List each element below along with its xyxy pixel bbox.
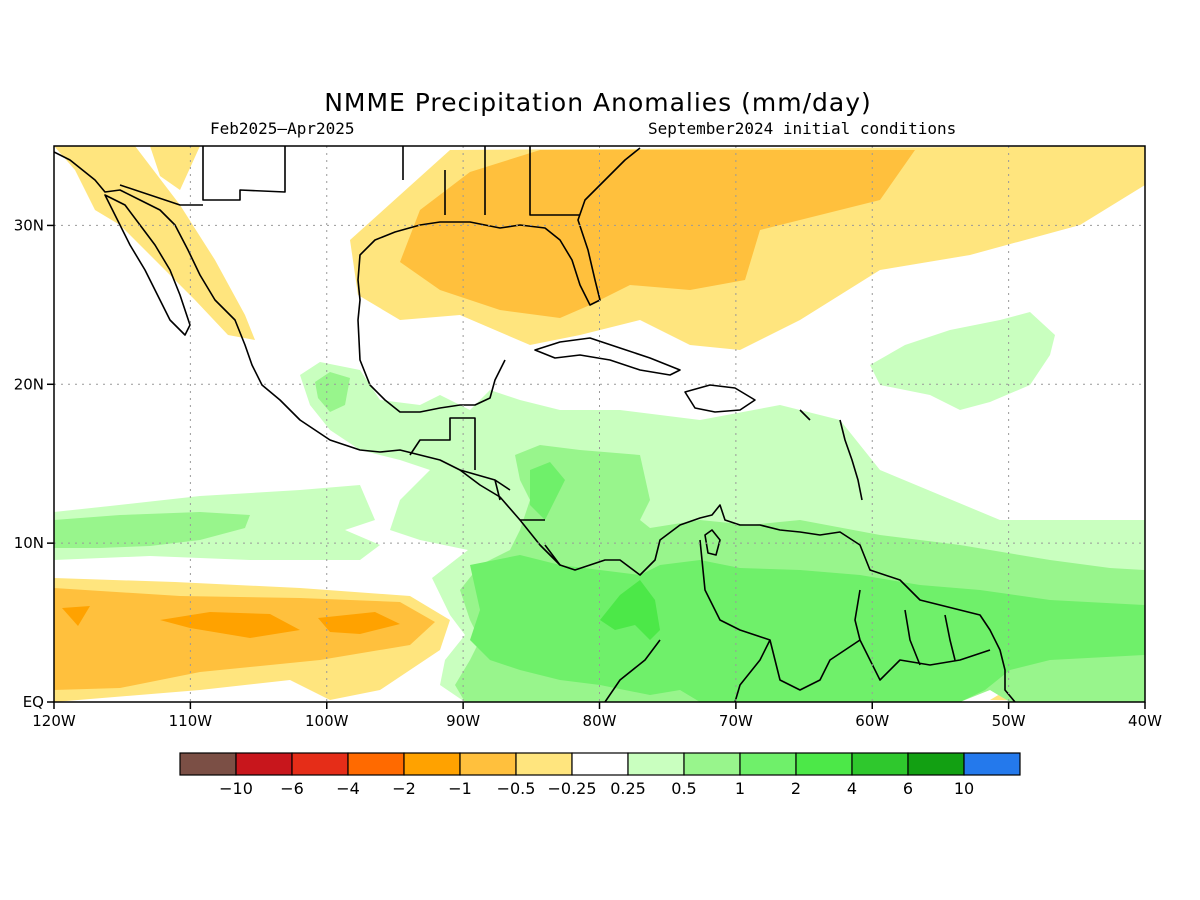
colorbar-swatch bbox=[459, 752, 517, 776]
colorbar-swatch bbox=[795, 752, 853, 776]
colorbar-swatch bbox=[851, 752, 909, 776]
x-tick-label: 110W bbox=[169, 712, 213, 730]
y-tick-label: 20N bbox=[14, 375, 44, 393]
colorbar-label: −2 bbox=[392, 779, 416, 798]
x-tick-label: 40W bbox=[1128, 712, 1162, 730]
colorbar-swatch bbox=[907, 752, 965, 776]
x-tick-label: 90W bbox=[446, 712, 480, 730]
dry-mid-region-eastern-pacific bbox=[54, 588, 435, 690]
colorbar-swatch bbox=[235, 752, 293, 776]
lat-lon-gridlines bbox=[54, 146, 1145, 702]
colorbar-label: −1 bbox=[448, 779, 472, 798]
colorbar-label: −0.5 bbox=[497, 779, 536, 798]
x-tick-label: 100W bbox=[305, 712, 349, 730]
us-state-borders bbox=[119, 146, 580, 216]
initial-conditions: September2024 initial conditions bbox=[648, 119, 956, 138]
dry-strong-region-eastern-pacific bbox=[62, 606, 400, 638]
wet-max-region-colombia bbox=[600, 580, 660, 640]
wet-mid-region-pacific-band bbox=[54, 512, 250, 548]
y-tick-label: EQ bbox=[23, 693, 44, 711]
wet-anomaly-regions bbox=[54, 312, 1145, 702]
colorbar-label: 6 bbox=[903, 779, 913, 798]
colorbar-swatch bbox=[347, 752, 405, 776]
lesser-antilles bbox=[799, 409, 863, 501]
colorbar-label: −0.25 bbox=[547, 779, 596, 798]
y-tick-label: 30N bbox=[14, 216, 44, 234]
y-tick-label: 10N bbox=[14, 534, 44, 552]
colorbar-label: −10 bbox=[219, 779, 253, 798]
dry-mid-region-gulf-atlantic bbox=[400, 150, 915, 318]
dry-light-region-baja-north bbox=[150, 146, 200, 190]
x-tick-label: 60W bbox=[855, 712, 889, 730]
colorbar-label: −6 bbox=[280, 779, 304, 798]
colorbar-swatch bbox=[963, 752, 1021, 776]
north-america-coastline bbox=[54, 151, 1016, 702]
lake-maracaibo bbox=[704, 529, 721, 556]
x-tick-label: 120W bbox=[32, 712, 76, 730]
wet-strong-region-honduras bbox=[530, 462, 565, 520]
central-america-borders bbox=[409, 417, 561, 566]
colorbar-label: 0.25 bbox=[610, 779, 646, 798]
colorbar-label: 4 bbox=[847, 779, 857, 798]
map-area bbox=[54, 146, 1145, 702]
colorbar-swatch bbox=[179, 752, 237, 776]
x-tick-label: 50W bbox=[992, 712, 1026, 730]
x-tick-label: 80W bbox=[583, 712, 617, 730]
colorbar-swatch bbox=[291, 752, 349, 776]
south-america-interior-borders bbox=[604, 539, 991, 702]
colorbar-label: 10 bbox=[954, 779, 974, 798]
colorbar-swatch bbox=[571, 752, 629, 776]
baja-california-coastline bbox=[104, 194, 191, 336]
cuba-coastline bbox=[534, 337, 681, 376]
map-axes: 120W 110W 100W 90W 80W 70W 60W 50W 40W 30N 20N 10N E… bbox=[14, 216, 1162, 730]
colorbar-label: 2 bbox=[791, 779, 801, 798]
colorbar-label: −4 bbox=[336, 779, 360, 798]
wet-mid-region-gulf-spot bbox=[315, 372, 350, 412]
colorbar: −10 −6 −4 −2 −1 −0.5 −0.25 0.25 0.5 1 2 4 6 10 bbox=[179, 752, 1021, 798]
colorbar-swatch bbox=[739, 752, 797, 776]
forecast-period: Feb2025–Apr2025 bbox=[210, 119, 355, 138]
colorbar-swatch bbox=[403, 752, 461, 776]
hispaniola-coastline bbox=[684, 384, 756, 413]
chart-title: NMME Precipitation Anomalies (mm/day) bbox=[324, 88, 872, 117]
colorbar-swatch bbox=[683, 752, 741, 776]
colorbar-label: 0.5 bbox=[671, 779, 696, 798]
colorbar-swatch bbox=[515, 752, 573, 776]
x-tick-label: 70W bbox=[719, 712, 753, 730]
colorbar-label: 1 bbox=[735, 779, 745, 798]
colorbar-swatch bbox=[627, 752, 685, 776]
dry-light-region-baja bbox=[54, 146, 255, 340]
